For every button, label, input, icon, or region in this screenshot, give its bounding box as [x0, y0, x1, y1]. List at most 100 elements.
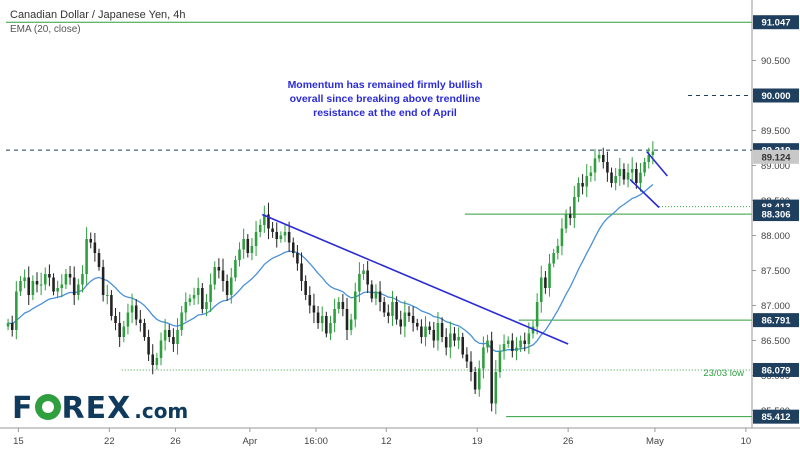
candle-body [494, 372, 498, 404]
candle-body [515, 347, 518, 351]
candle-body [337, 302, 341, 309]
candle-body [68, 274, 72, 278]
low-label: 23/03 low [703, 368, 744, 379]
candle-body [647, 155, 651, 162]
candle-body [205, 302, 208, 309]
annotation-line-2: overall since breaking above trendline [290, 93, 481, 105]
candle-body [143, 323, 146, 337]
price-tag-box [753, 207, 799, 222]
annotation-line-3: resistance at the end of April [313, 107, 457, 119]
candle-body [267, 214, 270, 229]
candle-body [415, 323, 419, 327]
trendlines [261, 150, 668, 345]
candle-body [72, 277, 76, 295]
x-tick-label: 16:00 [304, 436, 328, 447]
candle-body [511, 340, 514, 351]
candle-body [444, 337, 448, 348]
candle-body [60, 284, 64, 288]
candle-body [246, 239, 250, 253]
candle-body [597, 155, 601, 159]
candle-body [461, 337, 465, 355]
candle-body [531, 326, 535, 334]
candle-body [308, 295, 312, 306]
candle-body [192, 295, 196, 299]
candle-body [527, 333, 531, 344]
x-tick-label: 19 [472, 436, 483, 447]
chart-title: Canadian Dollar / Japanese Yen, 4h [10, 9, 186, 21]
price-tag-box [753, 88, 799, 103]
candle-body [577, 183, 580, 197]
candle-body [635, 169, 638, 183]
candle-body [10, 323, 14, 330]
candle-body [564, 214, 568, 229]
candle-body [626, 172, 630, 180]
candle-body [593, 158, 597, 173]
y-tick-label: 86.500 [761, 336, 790, 347]
candle-body [155, 358, 159, 365]
candle-body [250, 246, 254, 253]
ema [7, 184, 654, 352]
candle-body [93, 242, 97, 253]
candle-body [258, 225, 262, 232]
candle-body [420, 326, 423, 337]
axis: 85.50086.00086.50087.00087.50088.00088.5… [0, 0, 800, 447]
candle-body [411, 316, 415, 323]
candle-body [345, 309, 349, 330]
price-tags: 91.04790.00089.21989.12488.41388.30686.7… [753, 15, 799, 424]
candle-body [130, 305, 134, 313]
indicator-label: EMA (20, close) [10, 24, 81, 35]
candle-body [85, 239, 88, 274]
candle-body [213, 267, 217, 285]
x-tick-label: 26 [563, 436, 574, 447]
price-tag-label: 89.124 [761, 152, 791, 163]
candle-body [639, 172, 642, 183]
trendline [261, 213, 569, 345]
candle-body [581, 183, 584, 187]
candle-body [159, 340, 163, 358]
candle-body [428, 326, 431, 330]
price-tag-label: 85.412 [761, 412, 790, 423]
x-tick-label: 10 [741, 436, 752, 447]
candle-body [89, 239, 93, 243]
candle-body [370, 284, 374, 299]
candle-body [291, 242, 295, 253]
candle-body [188, 298, 192, 302]
x-tick-label: Apr [242, 436, 257, 447]
price-tag-box [753, 313, 799, 328]
annotation-line-1: Momentum has remained firmly bullish [288, 79, 483, 91]
candle-body [341, 302, 345, 309]
candle-body [6, 323, 10, 327]
candle-body [320, 316, 324, 323]
candle-body [523, 340, 527, 344]
candle-body [643, 162, 646, 173]
candle-body [31, 281, 35, 295]
candle-body [473, 372, 477, 390]
y-tick-label: 89.500 [761, 126, 790, 137]
candle-body [52, 277, 55, 292]
candles [6, 141, 655, 415]
candle-body [502, 344, 506, 351]
candle-body [23, 277, 26, 281]
x-tick-label: 12 [381, 436, 392, 447]
candle-body [201, 288, 204, 309]
candle-body [651, 151, 655, 155]
candle-body [378, 291, 382, 302]
candle-body [283, 232, 287, 236]
candle-body [432, 330, 436, 341]
candle-body [122, 326, 126, 337]
candle-body [622, 169, 626, 180]
y-tick-label: 90.500 [761, 56, 790, 67]
price-tag-label: 90.000 [761, 91, 790, 102]
logo-text-right: REX [61, 391, 132, 426]
candle-body [457, 337, 460, 341]
levels [6, 21, 752, 418]
candle-body [333, 309, 336, 323]
candle-body [382, 302, 386, 313]
candle-body [498, 351, 502, 372]
candle-body [101, 267, 105, 295]
candle-body [97, 253, 101, 267]
candle-body [287, 232, 291, 243]
price-tag-label: 86.079 [761, 365, 790, 376]
